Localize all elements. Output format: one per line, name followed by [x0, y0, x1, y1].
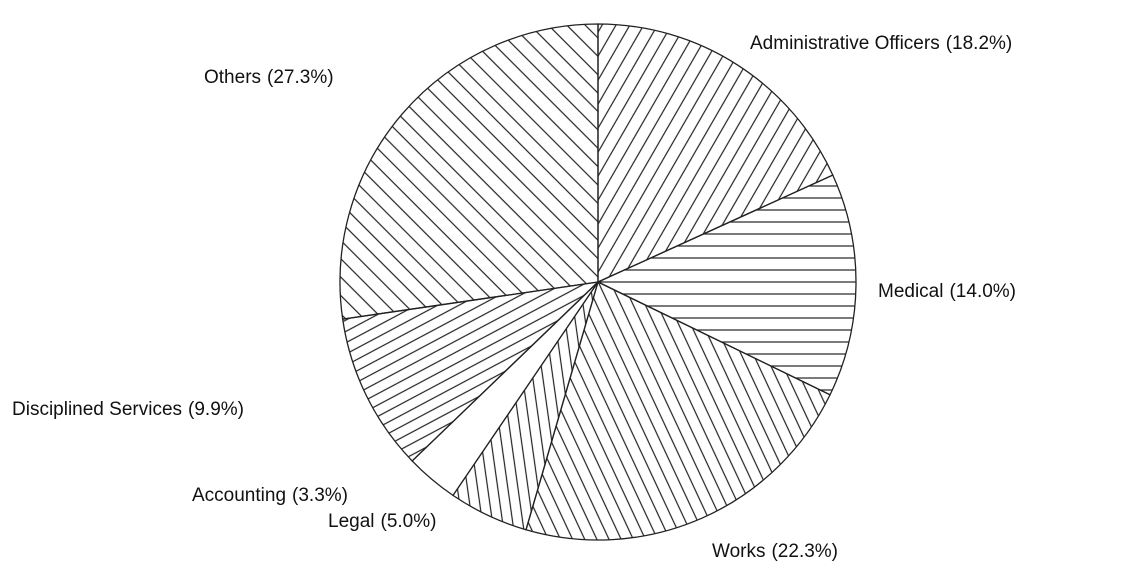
pie-slice — [341, 281, 600, 462]
value-label: (27.3%) — [267, 67, 334, 88]
category-name: Medical — [878, 281, 943, 302]
pie-slice — [525, 281, 831, 541]
value-label: (9.9%) — [188, 399, 244, 420]
slice-label: Medical (14.0%) — [878, 281, 1016, 302]
category-name: Legal — [328, 511, 375, 532]
value-label: (3.3%) — [292, 485, 348, 506]
slice-label: Accounting (3.3%) — [192, 485, 348, 506]
category-name: Works — [712, 541, 765, 562]
category-name: Others — [204, 67, 261, 88]
category-name: Administrative Officers — [750, 33, 940, 54]
pie-slice — [339, 23, 599, 320]
value-label: (18.2%) — [946, 33, 1013, 54]
category-name: Disciplined Services — [12, 399, 182, 420]
pie-slice — [597, 23, 834, 284]
pie — [339, 23, 857, 541]
pie-slice — [596, 174, 857, 396]
value-label: (5.0%) — [381, 511, 437, 532]
category-name: Accounting — [192, 485, 286, 506]
slice-label: Works (22.3%) — [712, 541, 838, 562]
slice-label: Disciplined Services (9.9%) — [12, 399, 244, 420]
value-label: (14.0%) — [949, 281, 1016, 302]
labels: Administrative Officers (18.2%) Medical (14… — [12, 33, 1016, 562]
slice-label: Legal (5.0%) — [328, 511, 436, 532]
value-label: (22.3%) — [771, 541, 838, 562]
slice-label: Administrative Officers (18.2%) — [750, 33, 1012, 54]
slice-label: Others (27.3%) — [204, 67, 334, 88]
